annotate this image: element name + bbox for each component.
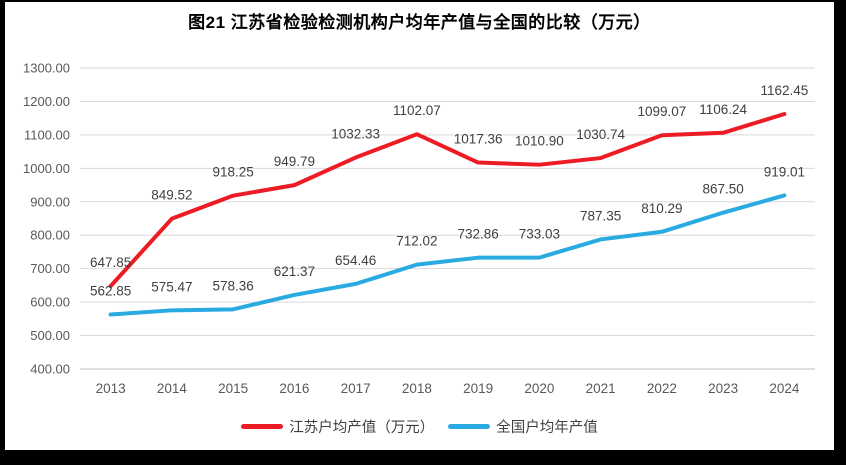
data-label: 1162.45 (760, 83, 808, 98)
x-axis-tick-label: 2019 (463, 381, 493, 396)
y-axis-tick-label: 1200.00 (23, 94, 70, 109)
data-label: 654.46 (335, 253, 376, 268)
x-axis-tick-label: 2020 (524, 381, 554, 396)
y-axis-tick-label: 600.00 (30, 295, 70, 310)
data-label: 1010.90 (515, 134, 564, 149)
data-label: 787.35 (580, 208, 621, 223)
x-axis-tick-label: 2021 (586, 381, 616, 396)
series-line-jiangsu (108, 112, 787, 289)
data-label: 1102.07 (393, 103, 441, 118)
legend-label-jiangsu: 江苏户均产值（万元） (289, 420, 435, 436)
data-label: 849.52 (151, 188, 192, 203)
data-label: 732.86 (457, 227, 498, 242)
data-label: 1032.33 (331, 127, 380, 142)
series-line-national (108, 193, 787, 317)
legend-swatch-national (448, 424, 491, 429)
legend-swatch-jiangsu (241, 424, 284, 429)
data-label: 1099.07 (637, 104, 686, 119)
data-label: 919.01 (764, 164, 805, 179)
y-axis-tick-label: 900.00 (30, 194, 70, 209)
y-axis-tick-label: 1300.00 (23, 61, 70, 76)
data-label: 562.85 (90, 284, 131, 299)
y-axis-tick-label: 500.00 (30, 328, 70, 343)
x-axis-tick-label: 2018 (402, 381, 432, 396)
x-axis-tick-label: 2022 (647, 381, 677, 396)
y-axis-tick-label: 1000.00 (23, 161, 70, 176)
line-chart-plot: 1300.00 1200.00 1100.00 1000.00 900.00 800.00… (23, 61, 815, 396)
y-axis-tick-label: 700.00 (30, 261, 70, 276)
data-label: 949.79 (274, 154, 315, 169)
data-label: 575.47 (151, 279, 192, 294)
y-axis-tick-label: 1100.00 (24, 127, 70, 142)
y-axis-tick-label: 800.00 (30, 228, 70, 243)
y-axis-tick-label: 400.00 (30, 362, 70, 377)
chart-legend: 江苏户均产值（万元） 全国户均年产值 (5, 416, 834, 437)
data-label: 578.36 (212, 278, 253, 293)
x-axis-tick-label: 2015 (218, 381, 248, 396)
data-label: 867.50 (702, 182, 743, 197)
data-label: 647.85 (90, 255, 131, 270)
x-axis-tick-label: 2023 (708, 381, 738, 396)
data-label: 733.03 (519, 227, 560, 242)
data-label: 621.37 (274, 264, 315, 279)
x-axis-tick-label: 2013 (96, 381, 126, 396)
x-axis-tick-label: 2014 (157, 381, 188, 396)
legend-item-national: 全国户均年产值 (448, 416, 598, 437)
data-label: 712.02 (396, 234, 437, 249)
data-label: 1017.36 (454, 132, 503, 147)
chart-title: 图21 江苏省检验检测机构户均年产值与全国的比较（万元） (188, 13, 651, 32)
data-label: 1106.24 (699, 102, 747, 117)
x-axis-tick-label: 2024 (769, 381, 800, 396)
x-axis-tick-label: 2016 (279, 381, 309, 396)
data-label: 810.29 (641, 201, 682, 216)
legend-label-national: 全国户均年产值 (496, 420, 598, 436)
chart-page: 图21 江苏省检验检测机构户均年产值与全国的比较（万元） 1300.00 1200… (5, 2, 834, 450)
x-axis-tick-label: 2017 (341, 381, 371, 396)
data-label: 1030.74 (576, 127, 625, 142)
data-label: 918.25 (212, 165, 253, 180)
legend-item-jiangsu: 江苏户均产值（万元） (241, 416, 434, 437)
